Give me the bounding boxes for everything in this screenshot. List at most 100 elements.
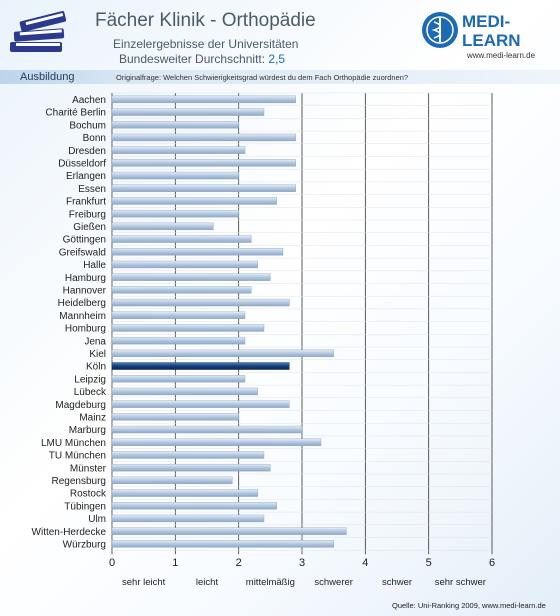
bar (111, 362, 290, 370)
category-label: TU München (49, 451, 106, 462)
bar (111, 273, 271, 281)
bar (111, 121, 239, 129)
category-label: Münster (70, 463, 107, 474)
logo-text-top: MEDI- (462, 12, 510, 31)
category-label: Marburg (69, 425, 106, 436)
category-label: Leipzig (74, 374, 106, 385)
category-label: Halle (83, 260, 106, 271)
bar (111, 527, 347, 535)
bar (111, 514, 265, 523)
section-bar (0, 70, 560, 84)
bar (111, 438, 322, 446)
bar (111, 425, 303, 434)
question-text: Originalfrage: Welchen Schwierigkeitsgra… (116, 73, 409, 82)
scale-label: leicht (196, 577, 219, 588)
bar (111, 540, 334, 548)
category-label: Gießen (73, 222, 106, 233)
x-tick-label: 6 (489, 557, 495, 569)
x-tick-label: 0 (109, 557, 115, 569)
category-label: Göttingen (63, 235, 106, 246)
bar (111, 324, 265, 332)
category-label: Hannover (63, 285, 107, 296)
category-label: Hamburg (65, 273, 106, 284)
category-label: Frankfurt (66, 197, 106, 208)
category-label: Jena (84, 336, 106, 347)
category-label: Aachen (72, 95, 106, 106)
x-tick-label: 1 (172, 557, 178, 569)
bar (111, 222, 214, 231)
category-label: Lübeck (74, 387, 107, 398)
category-label: Kiel (89, 349, 106, 360)
bar (111, 248, 284, 256)
category-label: Düsseldorf (58, 158, 106, 169)
bar (111, 184, 296, 192)
category-label: Tübingen (64, 501, 106, 512)
category-label: Greifswald (59, 247, 106, 258)
bar (111, 286, 252, 294)
category-label: Rostock (70, 489, 107, 500)
x-tick-label: 2 (236, 557, 242, 569)
bar (111, 451, 265, 459)
category-label: Essen (78, 184, 106, 195)
bar (111, 463, 271, 472)
category-label: Dresden (68, 146, 106, 157)
bar (111, 349, 334, 358)
category-label: Witten-Herdecke (32, 527, 107, 538)
scale-label: sehr schwer (435, 577, 486, 588)
bar (111, 375, 246, 383)
bar (111, 133, 296, 142)
bar (111, 413, 239, 421)
bar (111, 298, 290, 307)
bar (111, 311, 246, 319)
website-link[interactable]: www.medi-learn.de (467, 51, 536, 60)
bar (111, 502, 277, 510)
category-label: Mainz (79, 412, 106, 423)
category-label: Mannheim (59, 311, 106, 322)
scale-label: mittelmäßig (246, 577, 295, 588)
bar (111, 159, 296, 167)
page-title: Fächer Klinik - Orthopädie (95, 10, 316, 31)
bar (111, 336, 246, 345)
scale-label: sehr leicht (122, 577, 166, 588)
category-label: Regensburg (52, 476, 106, 487)
category-label: Würzburg (63, 539, 106, 550)
category-label: Heidelberg (58, 298, 106, 309)
bar (111, 400, 290, 408)
category-label: Magdeburg (55, 400, 106, 411)
category-label: Freiburg (69, 209, 106, 220)
x-tick-label: 5 (426, 557, 432, 569)
average-label: Bundesweiter Durchschnitt: (119, 52, 269, 66)
bar (111, 95, 296, 104)
scale-label: schwerer (314, 577, 353, 588)
bar (111, 197, 277, 205)
bar (111, 387, 258, 396)
category-label: Homburg (65, 324, 106, 335)
bar (111, 171, 239, 180)
subtitle: Einzelergebnisse der Universitäten (113, 37, 299, 51)
bar (111, 108, 265, 116)
logo-text-bottom: LEARN (462, 31, 521, 50)
bar (111, 209, 239, 218)
x-tick-label: 4 (362, 557, 368, 569)
books-icon (10, 11, 67, 52)
scale-label: schwer (382, 577, 412, 588)
category-label: Bonn (83, 133, 106, 144)
bar (111, 489, 258, 497)
category-label: Erlangen (66, 171, 106, 182)
average-value: 2,5 (268, 52, 286, 66)
source-note: Quelle: Uni-Ranking 2009, www.medi-learn… (392, 601, 546, 610)
category-label: Ulm (88, 514, 106, 525)
bar (111, 146, 246, 154)
bar (111, 260, 258, 269)
medi-learn-logo: MEDI- LEARN (422, 12, 521, 50)
bar (111, 476, 233, 485)
category-label: LMU München (41, 438, 106, 449)
section-label: Ausbildung (20, 71, 75, 83)
bar (111, 235, 252, 243)
category-label: Köln (86, 362, 106, 373)
x-tick-label: 3 (299, 557, 305, 569)
average-line: Bundesweiter Durchschnitt: 2,5 (119, 52, 285, 66)
category-label: Charité Berlin (45, 108, 106, 119)
